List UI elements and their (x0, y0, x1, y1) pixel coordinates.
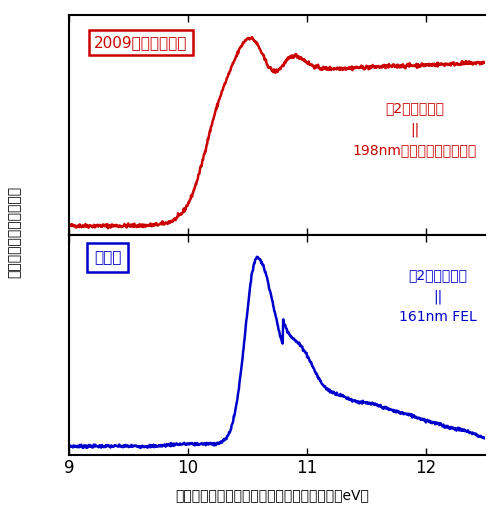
Text: 2009年発表の研究: 2009年発表の研究 (94, 35, 188, 50)
Text: 第2の光パルス
||
198nmフェムト秒レーザー: 第2の光パルス || 198nmフェムト秒レーザー (352, 102, 477, 157)
Text: 第2の光パルス
||
161nm FEL: 第2の光パルス || 161nm FEL (399, 269, 477, 324)
Text: 強度（電子の数に比例）: 強度（電子の数に比例） (8, 186, 22, 278)
Text: 本研究: 本研究 (94, 250, 122, 265)
Text: 電子を引き劃がすために必要なエネルギー（eV）: 電子を引き劃がすために必要なエネルギー（eV） (175, 488, 369, 502)
